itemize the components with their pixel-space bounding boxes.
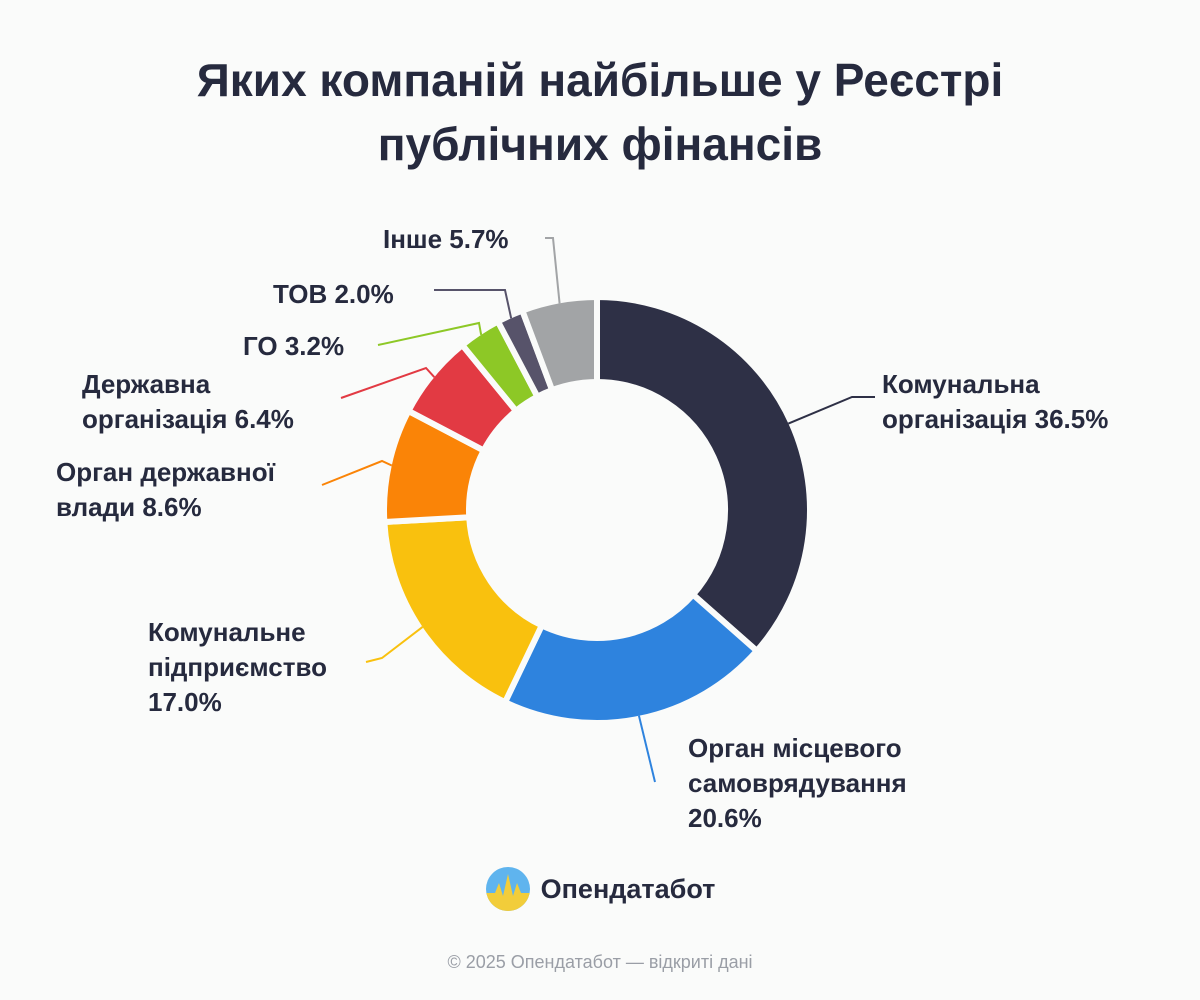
footer-copyright: © 2025 Опендатабот — відкриті дані bbox=[447, 952, 753, 972]
data-label-line: підприємство bbox=[148, 652, 327, 682]
leader-line-ho bbox=[377, 321, 483, 346]
data-label-line: організація 6.4% bbox=[82, 404, 294, 434]
donut-slice-orhan-mistsevoho-samovryaduvannya bbox=[502, 591, 760, 726]
data-label-line: 20.6% bbox=[688, 803, 762, 833]
chart-title-line-1: Яких компаній найбільше у Реєстрі bbox=[196, 54, 1004, 106]
data-label-line: 17.0% bbox=[148, 687, 222, 717]
donut-chart: Комунальна організація 36.5% Орган місцево… bbox=[56, 224, 1108, 833]
data-label-line: ТОВ 2.0% bbox=[273, 279, 394, 309]
data-label-line: Інше 5.7% bbox=[383, 224, 509, 254]
donut-slice-komunalne-pidpryyemstvo bbox=[381, 514, 545, 706]
leader-line-orhan-mistsevoho-samovryaduvannya bbox=[637, 715, 656, 783]
data-label-line: ГО 3.2% bbox=[243, 331, 344, 361]
data-label-inshe: Інше 5.7% bbox=[383, 224, 509, 254]
data-label-derzhavna-orhanizatsiya: Державна організація 6.4% bbox=[82, 369, 294, 434]
data-label-line: Орган державної bbox=[56, 457, 276, 487]
data-label-line: влади 8.6% bbox=[56, 492, 202, 522]
leader-line-orhan-derzhavnoyi-vlady bbox=[321, 459, 393, 486]
donut-slice-inshe bbox=[519, 294, 600, 394]
opendatabot-logo-icon bbox=[485, 867, 530, 911]
data-label-orhan-derzhavnoyi-vlady: Орган державної влади 8.6% bbox=[56, 457, 276, 522]
leader-line-tov bbox=[434, 289, 513, 319]
data-label-line: Державна bbox=[82, 369, 211, 399]
leader-line-komunalna-orhanizatsiya bbox=[788, 396, 875, 425]
data-label-komunalne-pidpryyemstvo: Комунальне підприємство 17.0% bbox=[148, 617, 327, 717]
data-label-line: Комунальна bbox=[882, 369, 1040, 399]
data-label-komunalna-orhanizatsiya: Комунальна організація 36.5% bbox=[882, 369, 1108, 434]
chart-title: Яких компаній найбільше у Реєстрі публіч… bbox=[0, 48, 1200, 176]
data-label-orhan-mistsevoho-samovryaduvannya: Орган місцевого самоврядування 20.6% bbox=[688, 733, 907, 833]
leader-line-derzhavna-orhanizatsiya bbox=[340, 366, 436, 399]
data-label-line: Орган місцевого bbox=[688, 733, 902, 763]
chart-title-line-2: публічних фінансів bbox=[377, 118, 823, 170]
data-label-ho: ГО 3.2% bbox=[243, 331, 344, 361]
data-label-line: самоврядування bbox=[688, 768, 907, 798]
data-label-tov: ТОВ 2.0% bbox=[273, 279, 394, 309]
leader-line-inshe bbox=[545, 237, 561, 304]
data-label-line: організація 36.5% bbox=[882, 404, 1108, 434]
data-label-line: Комунальне bbox=[148, 617, 306, 647]
brand-name: Опендатабот bbox=[540, 873, 716, 904]
brand: Опендатабот bbox=[0, 866, 1200, 912]
leader-line-komunalne-pidpryyemstvo bbox=[365, 626, 424, 663]
donut-slice-komunalna-orhanizatsiya bbox=[594, 294, 813, 654]
